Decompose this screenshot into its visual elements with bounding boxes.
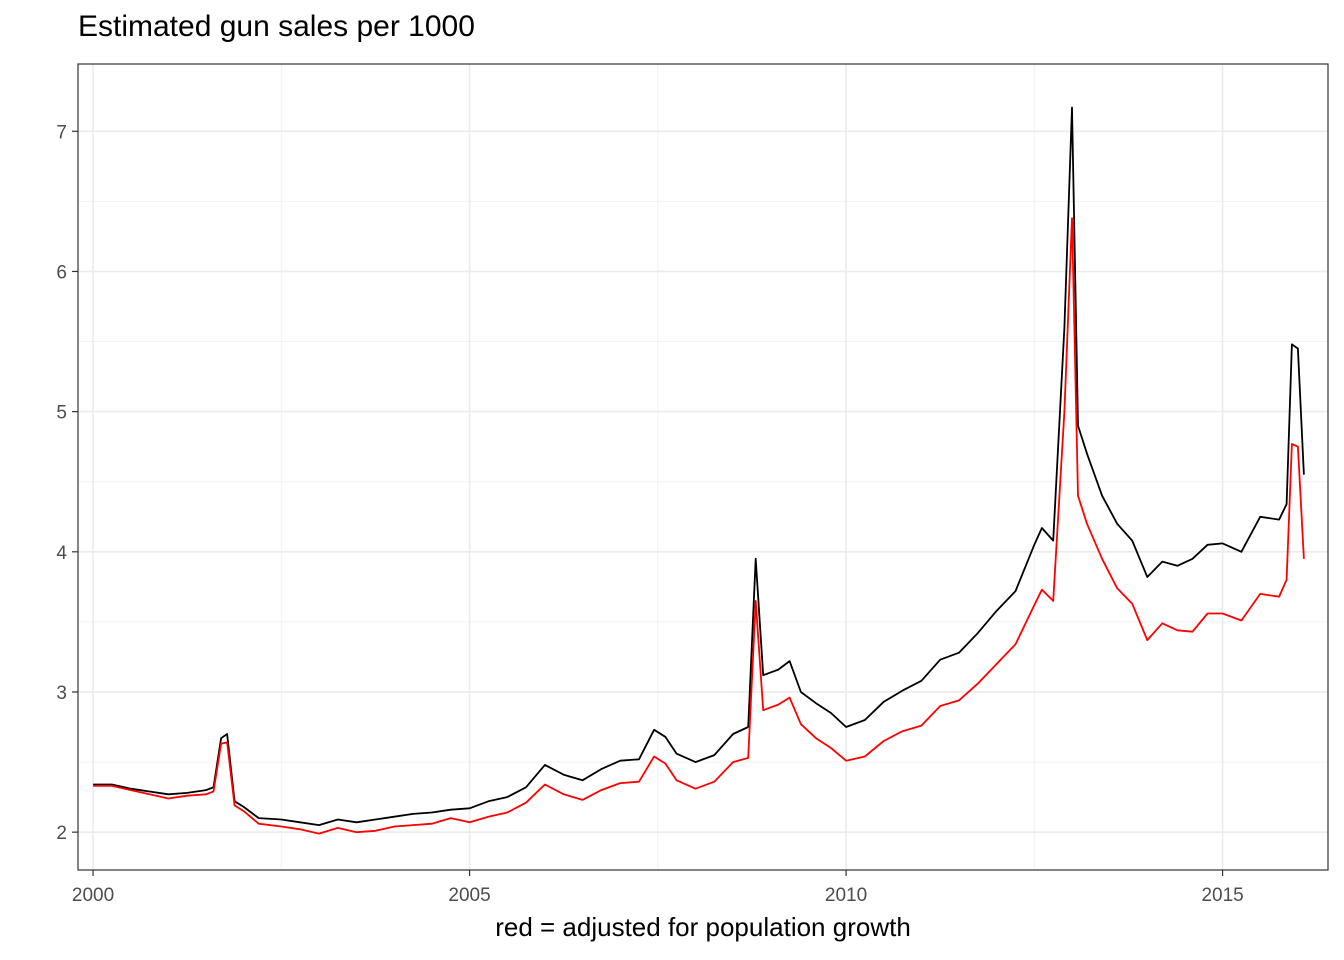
plot-panel-border xyxy=(77,63,1329,871)
x-tick-label: 2005 xyxy=(448,885,490,906)
major-gridlines xyxy=(78,64,1328,870)
y-tick-label: 4 xyxy=(56,543,67,564)
x-tick-label: 2010 xyxy=(825,885,867,906)
x-axis-label: red = adjusted for population growth xyxy=(495,912,911,942)
minor-gridlines xyxy=(78,64,1328,870)
y-tick-label: 3 xyxy=(56,683,67,704)
axis-tick-labels: 2000 2005 2010 2015 2 3 4 5 6 7 xyxy=(56,122,1243,906)
series-line-population-adjusted xyxy=(93,217,1305,835)
y-tick-label: 5 xyxy=(56,403,67,424)
y-tick-label: 2 xyxy=(56,823,67,844)
chart-title: Estimated gun sales per 1000 xyxy=(78,10,475,43)
series-lines xyxy=(93,106,1305,835)
x-tick-label: 2015 xyxy=(1201,885,1243,906)
y-tick-label: 6 xyxy=(56,262,67,283)
axis-ticks xyxy=(72,130,1224,876)
y-tick-label: 7 xyxy=(56,122,67,143)
series-line-unadjusted xyxy=(93,106,1305,826)
x-tick-label: 2000 xyxy=(72,885,114,906)
